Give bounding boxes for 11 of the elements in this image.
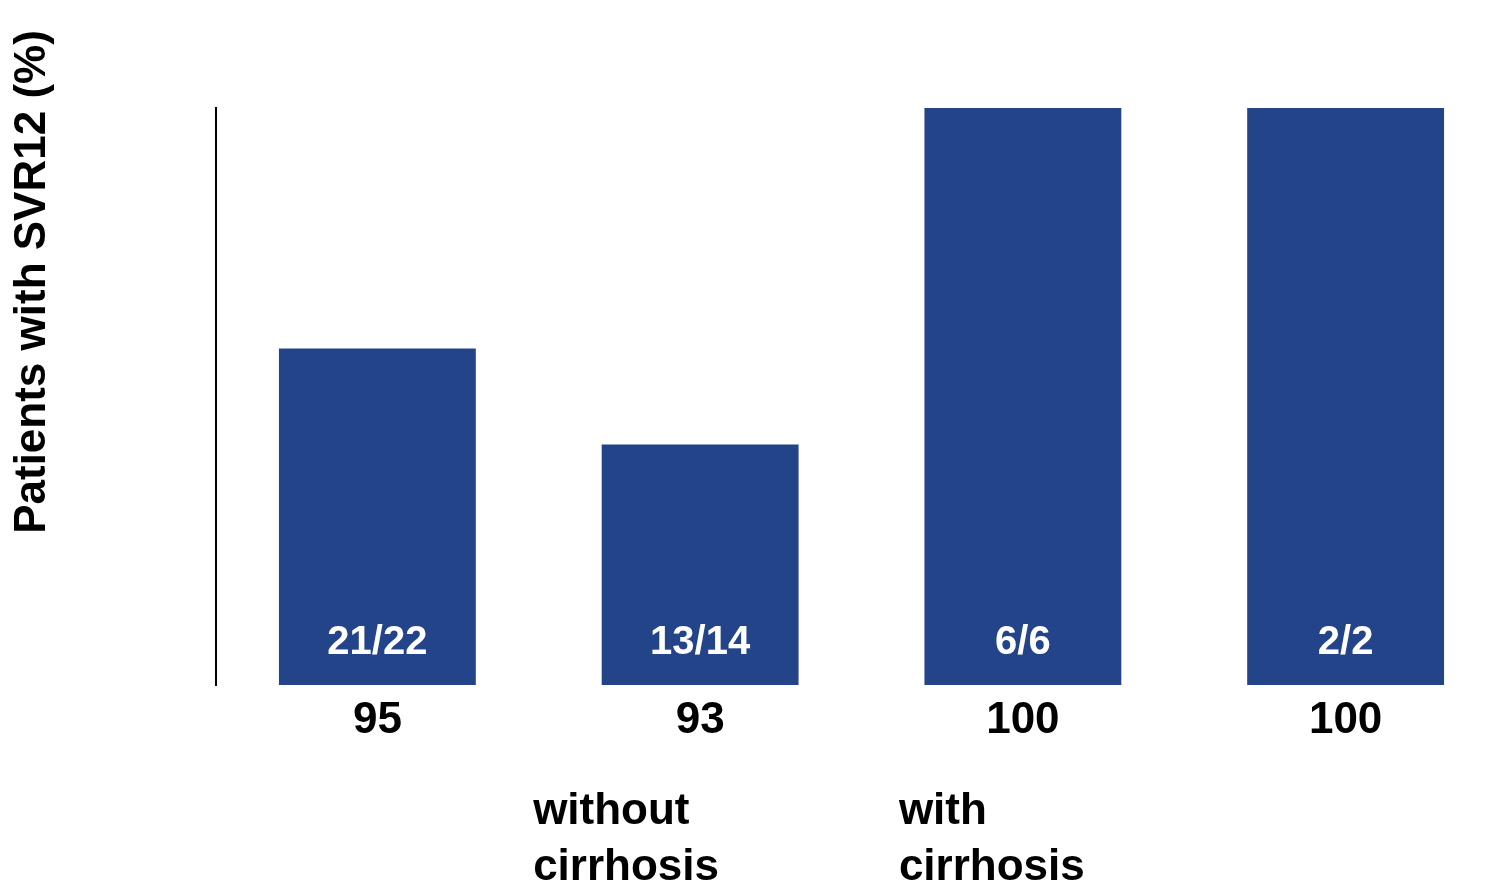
- annotation: 6/6: [995, 618, 1051, 663]
- y-axis-title: Patients with SVR12 (%): [5, 30, 55, 534]
- data-label: 100: [986, 693, 1060, 743]
- annotation: 21/22: [327, 618, 428, 663]
- text: without cirrhosis: [532, 784, 719, 889]
- annotation: 13/14: [650, 618, 751, 663]
- data-label: 100: [1308, 693, 1383, 743]
- text: with cirrhosis: [897, 784, 1085, 889]
- data-label: 93: [675, 693, 725, 743]
- data-label: 95: [352, 693, 402, 743]
- annotation: 2/2: [1317, 618, 1374, 663]
